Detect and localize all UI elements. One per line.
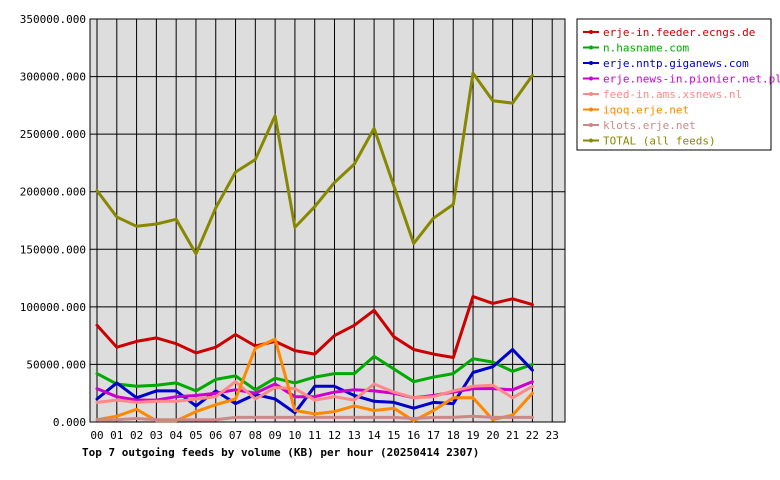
legend-marker	[589, 92, 593, 96]
x-tick-label: 23	[546, 429, 559, 442]
legend-label: iqoq.erje.net	[603, 104, 689, 117]
legend-label: feed-in.ams.xsnews.nl	[603, 88, 742, 101]
series-lines	[95, 71, 534, 423]
y-tick-label: 250000.000	[20, 128, 86, 141]
x-tick-label: 12	[328, 429, 341, 442]
x-tick-label: 18	[447, 429, 460, 442]
legend-marker	[589, 138, 593, 143]
x-tick-label: 06	[209, 429, 222, 442]
x-tick-label: 15	[387, 429, 400, 442]
series-line-5	[95, 380, 534, 404]
y-tick-label: 0.000	[53, 416, 86, 429]
y-tick-label: 100000.000	[20, 301, 86, 314]
grid-lines	[90, 18, 565, 423]
legend-label: klots.erje.net	[603, 119, 696, 132]
x-tick-label: 00	[90, 429, 103, 442]
legend-marker	[589, 30, 593, 34]
x-axis-ticks: 00 01 02 03 04 05 06 07 08 09 10 11 12 13 14 15 16 17 18 19…	[90, 429, 558, 442]
legend-box	[576, 18, 772, 151]
x-tick-label: 03	[150, 429, 163, 442]
legend-marker	[589, 123, 593, 127]
series-line-2	[95, 354, 534, 393]
legend-marker	[589, 76, 593, 81]
series-line-3	[95, 348, 534, 415]
x-tick-label: 21	[506, 429, 519, 442]
legend-marker	[589, 61, 593, 65]
series-line-7	[95, 414, 534, 422]
x-tick-label: 08	[249, 429, 262, 442]
y-tick-label: 350000.000	[20, 13, 86, 26]
series-line-8	[95, 71, 534, 256]
x-tick-label: 19	[466, 429, 479, 442]
legend-marker	[589, 107, 593, 112]
y-tick-label: 200000.000	[20, 186, 86, 199]
x-tick-label: 16	[407, 429, 420, 442]
legend-marker	[589, 45, 593, 50]
y-tick-label: 50000.000	[26, 358, 86, 371]
x-tick-label: 09	[269, 429, 282, 442]
x-tick-label: 13	[348, 429, 361, 442]
y-tick-label: 150000.000	[20, 243, 86, 256]
x-tick-label: 14	[367, 429, 381, 442]
x-tick-label: 07	[229, 429, 242, 442]
legend-label: erje-in.feeder.ecngs.de	[603, 26, 755, 39]
legend: erje-in.feeder.ecngs.de n.hasname.com erje…	[583, 26, 780, 148]
legend-label: erje.nntp.giganews.com	[603, 57, 749, 70]
x-tick-label: 20	[486, 429, 499, 442]
chart-title: Top 7 outgoing feeds by volume (KB) per …	[82, 446, 479, 459]
series-line-4	[95, 380, 534, 402]
y-axis-ticks: 0.000 50000.000 100000.000 150000.000 200000…	[20, 13, 86, 429]
y-tick-label: 300000.000	[20, 71, 86, 84]
x-tick-label: 22	[526, 429, 539, 442]
x-tick-label: 11	[308, 429, 321, 442]
x-tick-label: 04	[170, 429, 184, 442]
x-tick-label: 05	[189, 429, 202, 442]
legend-label: n.hasname.com	[603, 42, 689, 55]
legend-label: erje.news-in.pionier.net.pl	[603, 73, 780, 86]
legend-label: TOTAL (all feeds)	[603, 135, 716, 148]
x-tick-label: 10	[288, 429, 301, 442]
x-tick-label: 01	[110, 429, 123, 442]
x-tick-label: 17	[427, 429, 440, 442]
x-tick-label: 02	[130, 429, 143, 442]
series-line-1	[95, 295, 534, 359]
